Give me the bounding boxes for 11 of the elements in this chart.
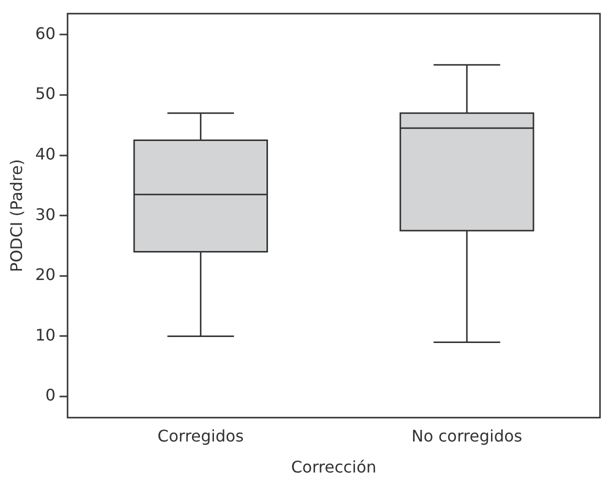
y-tick-label: 50 [35, 84, 56, 104]
y-tick-label: 20 [35, 265, 56, 284]
y-tick-label: 40 [35, 144, 56, 164]
y-axis-title: PODCI (Padre) [6, 159, 26, 272]
y-tick-label: 0 [45, 386, 56, 405]
y-tick-label: 60 [35, 24, 56, 43]
x-tick-label: Corregidos [158, 426, 244, 446]
x-axis-title: Corrección [291, 458, 376, 477]
x-tick-label: No corregidos [412, 426, 522, 446]
y-tick-label: 30 [35, 204, 56, 224]
y-tick-label: 10 [35, 325, 56, 344]
